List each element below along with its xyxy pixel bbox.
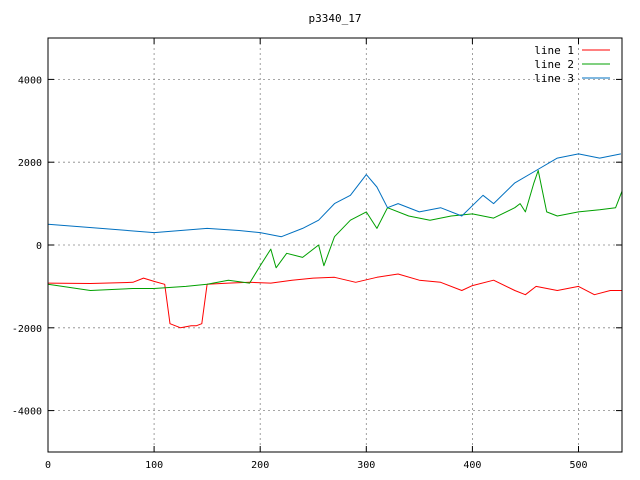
x-tick-label: 100 <box>145 460 163 471</box>
legend-label-3: line 3 <box>534 72 574 85</box>
series-layer <box>47 153 623 329</box>
y-tick-label: 2000 <box>18 158 42 169</box>
y-tick-label: -2000 <box>12 324 42 335</box>
ticks: 0 100 200 300 400 500 -4000 -2000 0 2000 4000 <box>12 38 622 471</box>
grid <box>48 38 622 452</box>
x-tick-label: 500 <box>569 460 587 471</box>
series-line-3 <box>47 153 621 238</box>
x-tick-label: 400 <box>463 460 481 471</box>
series-line-2 <box>47 170 623 291</box>
x-tick-label: 0 <box>45 460 51 471</box>
x-tick-label: 200 <box>251 460 269 471</box>
series-line-1 <box>47 273 622 329</box>
y-tick-label: 4000 <box>18 75 42 86</box>
legend-label-1: line 1 <box>534 44 574 57</box>
y-tick-label: 0 <box>36 241 42 252</box>
chart-title: p3340_17 <box>309 12 362 25</box>
y-tick-label: -4000 <box>12 407 42 418</box>
x-tick-label: 300 <box>357 460 375 471</box>
legend-label-2: line 2 <box>534 58 574 71</box>
